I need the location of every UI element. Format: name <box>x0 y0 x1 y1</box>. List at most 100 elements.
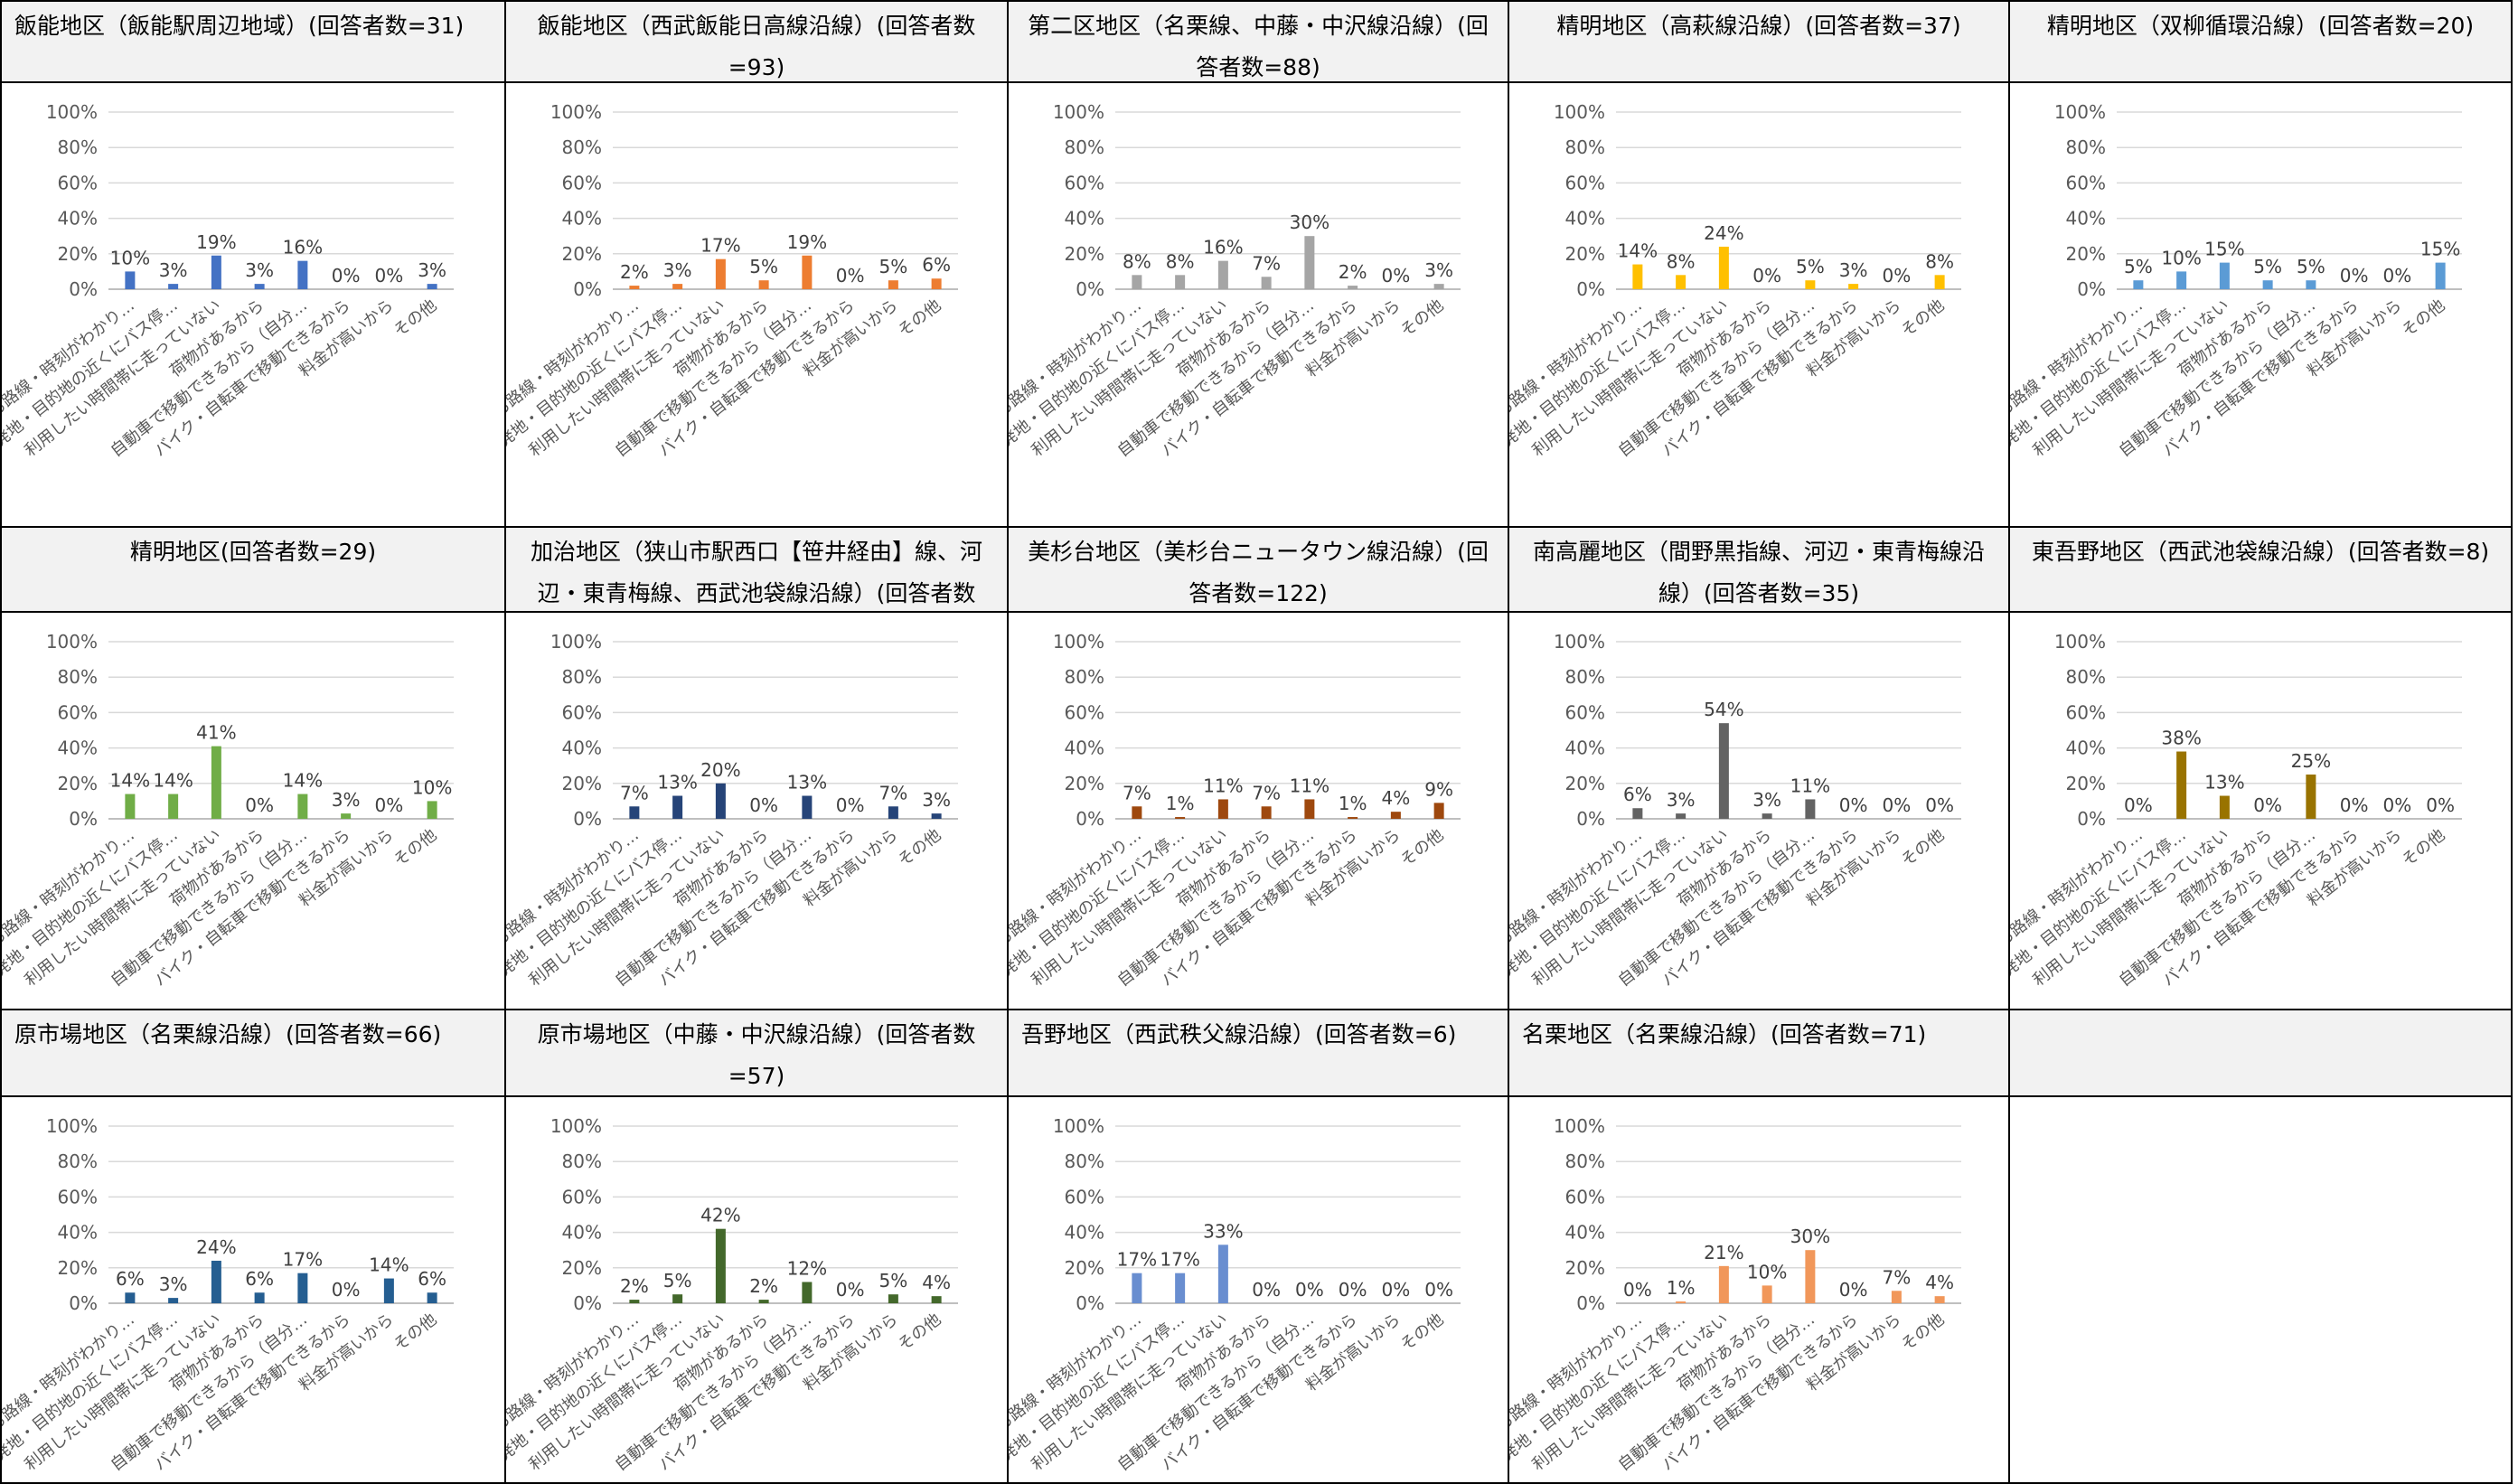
bar <box>1805 1250 1816 1303</box>
data-label: 21% <box>1704 1242 1743 1263</box>
y-tick-label: 0% <box>69 278 98 300</box>
chart-panel: 0% 20% 40% 60% 80% 100% 6% 走っている路線・時刻がわかり… 3% 出発地… <box>1509 613 2010 1010</box>
data-label: 17% <box>1117 1249 1157 1271</box>
y-tick-label: 0% <box>1576 278 1605 300</box>
data-label: 0% <box>1382 265 1411 286</box>
y-tick-label: 0% <box>2077 278 2106 300</box>
bar-chart: 0%20%40%60%80%100%6%走っている路線・時刻がわかり…3%出発地… <box>2 1115 454 1475</box>
y-tick-label: 40% <box>2066 737 2106 759</box>
y-tick-label: 0% <box>2077 808 2106 830</box>
bar-chart: 0%20%40%60%80%100%10%走っている路線・時刻がわかり…3%出発… <box>2 101 454 461</box>
bar <box>1132 1273 1142 1303</box>
chart-panel: 0% 20% 40% 60% 80% 100% 14% 走っている路線・時刻がわかり… 8% 出発… <box>1509 83 2010 528</box>
data-label: 16% <box>1203 237 1243 258</box>
data-label: 16% <box>283 237 323 258</box>
data-label: 0% <box>2340 265 2369 286</box>
data-label: 3% <box>1752 789 1781 811</box>
data-label: 41% <box>196 722 236 744</box>
y-tick-label: 60% <box>2066 172 2106 193</box>
y-tick-label: 0% <box>1576 1292 1605 1314</box>
chart-panel: 0% 20% 40% 60% 80% 100% 2% 走っている路線・時刻がわかり… 5% 出発地… <box>506 1097 1009 1484</box>
data-label: 10% <box>110 247 150 268</box>
y-tick-label: 40% <box>562 737 602 759</box>
data-label: 15% <box>2420 239 2460 260</box>
data-label: 38% <box>2161 728 2201 749</box>
bar <box>1217 260 1228 289</box>
bar <box>888 280 898 289</box>
bar <box>383 1278 394 1303</box>
data-label: 3% <box>1839 259 1868 281</box>
data-label: 5% <box>663 1270 692 1291</box>
y-tick-label: 20% <box>1565 243 1605 265</box>
y-tick-label: 60% <box>1565 701 1605 723</box>
data-label: 10% <box>2161 247 2201 268</box>
chart-title: 飯能地区（飯能駅周辺地域）(回答者数=31) <box>0 0 506 83</box>
data-label: 15% <box>2204 239 2244 260</box>
y-tick-label: 20% <box>1565 1257 1605 1279</box>
data-label: 0% <box>1295 1279 1324 1301</box>
bar <box>2133 280 2144 289</box>
y-tick-label: 80% <box>1065 1151 1104 1172</box>
data-label: 11% <box>1790 775 1830 796</box>
data-label: 3% <box>663 259 692 281</box>
bar <box>2219 795 2230 819</box>
data-label: 0% <box>1424 1279 1453 1301</box>
y-tick-label: 0% <box>69 1292 98 1314</box>
y-tick-label: 20% <box>562 773 602 794</box>
bar-chart: 0%20%40%60%80%100%14%走っている路線・時刻がわかり…8%出発… <box>1509 101 1961 461</box>
data-label: 3% <box>332 789 361 811</box>
category-label: その他 <box>390 825 440 870</box>
bar <box>1348 817 1358 819</box>
data-label: 33% <box>1203 1220 1243 1242</box>
data-label: 14% <box>283 770 323 792</box>
chart-title: 美杉台地区（美杉台ニュータウン線沿線）(回答者数=122) <box>1009 528 1509 613</box>
bar <box>1304 236 1315 289</box>
y-tick-label: 20% <box>562 243 602 265</box>
y-tick-label: 0% <box>1076 1292 1104 1314</box>
data-label: 0% <box>332 1279 361 1301</box>
bar <box>211 746 221 819</box>
data-label: 11% <box>1290 775 1329 796</box>
y-tick-label: 80% <box>1565 136 1605 158</box>
bar <box>1132 275 1142 289</box>
bar <box>211 255 221 289</box>
data-label: 11% <box>1203 775 1243 796</box>
bar-chart: 0%20%40%60%80%100%6%走っている路線・時刻がわかり…3%出発地… <box>1509 631 1961 991</box>
bar <box>1762 813 1772 819</box>
empty-header-cell <box>2010 1010 2513 1097</box>
data-label: 5% <box>2253 256 2282 277</box>
y-tick-label: 60% <box>1565 172 1605 193</box>
data-label: 7% <box>1252 782 1281 803</box>
y-tick-label: 60% <box>58 172 98 193</box>
data-label: 5% <box>2297 256 2325 277</box>
data-label: 6% <box>245 1268 274 1290</box>
data-label: 8% <box>1925 250 1954 272</box>
chart-title: 東吾野地区（西武池袋線沿線）(回答者数=8) <box>2010 528 2513 613</box>
bar <box>931 813 942 819</box>
data-label: 6% <box>922 254 951 276</box>
category-label: その他 <box>2399 825 2448 870</box>
chart-panel: 0% 20% 40% 60% 80% 100% 0% 走っている路線・時刻がわかり… 1% 出発地… <box>1509 1097 2010 1484</box>
bar <box>1217 1244 1228 1303</box>
bar <box>1805 799 1816 819</box>
data-label: 13% <box>787 772 827 794</box>
data-label: 7% <box>1252 252 1281 274</box>
data-label: 2% <box>620 261 649 283</box>
bar <box>1934 275 1945 289</box>
y-tick-label: 80% <box>58 1151 98 1172</box>
bar <box>1433 284 1444 289</box>
data-label: 0% <box>2253 794 2282 816</box>
data-label: 30% <box>1790 1226 1830 1247</box>
category-label: その他 <box>895 825 944 870</box>
y-tick-label: 20% <box>58 773 98 794</box>
bar <box>758 1300 769 1303</box>
bar-chart: 0%20%40%60%80%100%0%走っている路線・時刻がわかり…1%出発地… <box>1509 1115 1961 1475</box>
data-label: 20% <box>700 759 740 781</box>
chart-title: 原市場地区（中藤・中沢線沿線）(回答者数=57) <box>506 1010 1009 1097</box>
data-label: 3% <box>1424 259 1453 281</box>
y-tick-label: 20% <box>2066 243 2106 265</box>
bar <box>629 286 640 289</box>
y-tick-label: 100% <box>46 1115 98 1137</box>
data-label: 0% <box>836 1279 865 1301</box>
data-label: 3% <box>159 259 188 281</box>
